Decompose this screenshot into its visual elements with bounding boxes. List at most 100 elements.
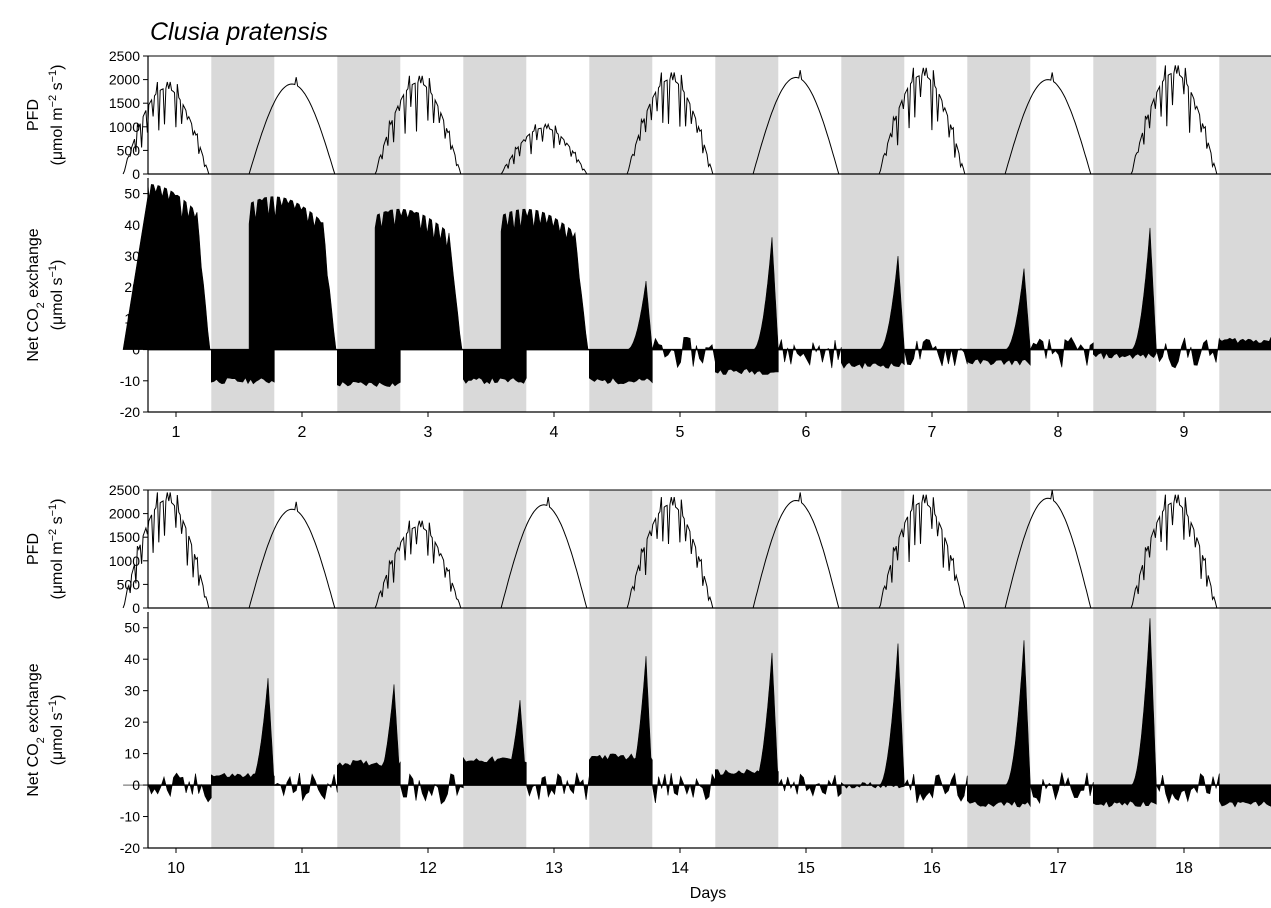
pfd-trace-day-14 <box>626 497 714 609</box>
co2-tick-label: 30 <box>124 683 140 699</box>
pfd-trace-day-7 <box>878 67 966 175</box>
co2-area-day-5 <box>627 280 779 375</box>
co2-area-day-9 <box>1131 227 1271 369</box>
day-tick-label: 6 <box>802 424 811 441</box>
night-band <box>1093 56 1157 412</box>
pfd-trace-day-1 <box>122 81 210 175</box>
co2-area-day-1 <box>122 184 275 385</box>
pfd-y-units: (μmol m−2 s−1) <box>47 65 66 166</box>
co2-tick-label: 40 <box>124 217 140 233</box>
co2-area-day-17 <box>1005 640 1157 808</box>
co2-tick-label: -20 <box>120 404 140 420</box>
co2-y-title: Net CO2 exchange <box>25 228 47 361</box>
pfd-tick-label: 1500 <box>109 529 140 545</box>
pfd-trace-day-16 <box>878 494 966 609</box>
pfd-trace-day-5 <box>626 72 714 175</box>
co2-y-units: (μmol s−1) <box>47 260 66 331</box>
pfd-trace-day-11 <box>248 501 336 609</box>
co2-area-day-13 <box>501 700 653 800</box>
co2-tick-label: 0 <box>132 777 140 793</box>
co2-tick-label: 50 <box>124 620 140 636</box>
co2-tick-label: 20 <box>124 714 140 730</box>
night-band <box>211 490 275 848</box>
day-tick-label: 8 <box>1054 424 1063 441</box>
pfd-trace-day-6 <box>752 70 840 175</box>
co2-tick-label: -10 <box>120 809 140 825</box>
pfd-tick-label: 1500 <box>109 95 140 111</box>
night-band <box>463 490 527 848</box>
pfd-tick-label: 1000 <box>109 553 140 569</box>
co2-area-day-18 <box>1131 618 1271 808</box>
day-tick-label: 3 <box>424 424 433 441</box>
night-band <box>841 490 905 848</box>
day-tick-label: 4 <box>550 424 559 441</box>
day-tick-label: 12 <box>419 860 437 877</box>
pfd-tick-label: 500 <box>117 142 141 158</box>
co2-tick-label: 30 <box>124 248 140 264</box>
day-tick-label: 1 <box>172 424 181 441</box>
co2-area-day-2 <box>248 196 401 387</box>
chart-block-2: 0 500 1000 1500 2000 2500 -20 -10 0 10 20 30 40 50 10 1… <box>25 482 1271 877</box>
co2-area-day-3 <box>374 208 527 385</box>
pfd-y-title: PFD <box>25 99 42 131</box>
night-band <box>589 490 653 848</box>
species-title: Clusia pratensis <box>150 18 328 46</box>
day-tick-label: 7 <box>928 424 937 441</box>
pfd-tick-label: 2000 <box>109 72 140 88</box>
day-tick-label: 2 <box>298 424 307 441</box>
pfd-tick-label: 0 <box>132 600 140 616</box>
co2-tick-label: 40 <box>124 651 140 667</box>
pfd-tick-label: 500 <box>117 576 141 592</box>
co2-area-day-8 <box>1005 268 1157 368</box>
day-tick-label: 17 <box>1049 860 1067 877</box>
pfd-trace-day-3 <box>374 75 462 175</box>
co2-area-day-16 <box>879 643 1031 808</box>
day-tick-label: 13 <box>545 860 563 877</box>
pfd-y-title: PFD <box>25 533 42 565</box>
pfd-trace-day-12 <box>374 520 462 609</box>
pfd-trace-day-15 <box>752 492 840 609</box>
pfd-tick-label: 2500 <box>109 48 140 64</box>
co2-tick-label: 0 <box>132 342 140 358</box>
co2-tick-label: -10 <box>120 373 140 389</box>
chart-block-1: 0 500 1000 1500 2000 2500 -20 -10 0 10 20 30 40 50 1 2 3… <box>25 48 1271 441</box>
co2-tick-label: -20 <box>120 840 140 856</box>
co2-tick-label: 10 <box>124 746 140 762</box>
night-band <box>1219 56 1271 412</box>
pfd-tick-label: 2000 <box>109 506 140 522</box>
pfd-trace-day-2 <box>248 77 336 175</box>
pfd-tick-label: 1000 <box>109 119 140 135</box>
pfd-tick-label: 2500 <box>109 482 140 498</box>
pfd-trace-day-4 <box>500 122 588 175</box>
co2-y-units: (μmol s−1) <box>47 695 66 766</box>
pfd-y-units: (μmol m−2 s−1) <box>47 499 66 600</box>
co2-tick-label: 20 <box>124 279 140 295</box>
co2-tick-label: 10 <box>124 310 140 326</box>
co2-area-day-4 <box>500 208 653 385</box>
co2-area-day-12 <box>375 684 527 805</box>
pfd-trace-day-8 <box>1004 72 1092 175</box>
day-tick-label: 18 <box>1175 860 1193 877</box>
pfd-trace-day-13 <box>500 497 588 609</box>
pfd-trace-day-9 <box>1130 65 1218 175</box>
day-tick-label: 11 <box>294 860 311 877</box>
day-tick-label: 5 <box>676 424 685 441</box>
day-tick-label: 16 <box>923 860 941 877</box>
day-tick-label: 15 <box>797 860 815 877</box>
co2-tick-label: 50 <box>124 186 140 202</box>
pfd-tick-label: 0 <box>132 166 140 182</box>
co2-area-day-14 <box>627 656 779 804</box>
day-tick-label: 10 <box>167 860 185 877</box>
pfd-trace-day-10 <box>122 492 210 609</box>
night-band <box>715 490 779 848</box>
night-band <box>337 490 401 848</box>
pfd-trace-day-18 <box>1130 494 1218 609</box>
co2-y-title: Net CO2 exchange <box>25 663 47 796</box>
day-tick-label: 9 <box>1180 424 1189 441</box>
pfd-trace-day-17 <box>1004 489 1092 609</box>
x-axis-label: Days <box>690 885 726 902</box>
day-tick-label: 14 <box>671 860 689 877</box>
co2-area-day-6 <box>753 237 905 369</box>
